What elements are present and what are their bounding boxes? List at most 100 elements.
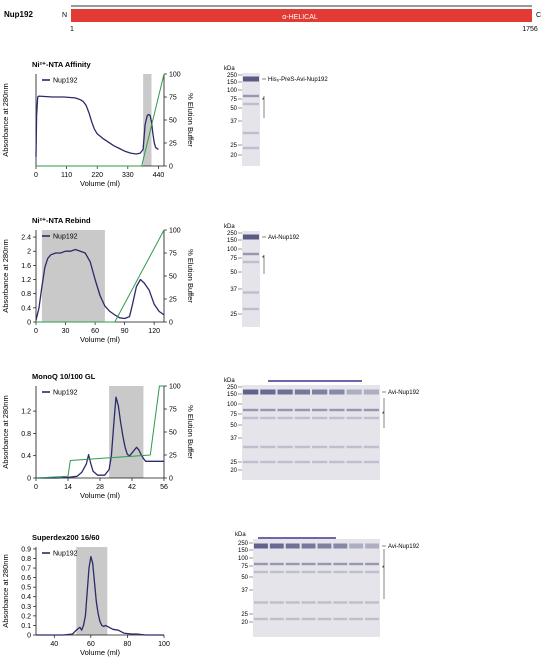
kda-header: kDa — [224, 66, 235, 72]
minor-band — [329, 416, 345, 420]
minor-band — [243, 416, 259, 420]
marker-label: 25 — [241, 612, 248, 618]
kda-header: kDa — [224, 378, 235, 384]
protein-band — [317, 543, 332, 549]
y-axis-label: Absorbance at 280nm — [1, 395, 10, 468]
minor-band — [317, 562, 332, 566]
marker-label: 150 — [227, 80, 238, 86]
y-tick-label: 0.4 — [21, 305, 31, 312]
minor-band — [329, 408, 345, 412]
chart-4: Superdex200 16/60 40 60 80 100 Volume (ml) 0 0.… — [1, 533, 170, 657]
degradation-star: * — [382, 566, 385, 572]
x-tick-label: 330 — [122, 172, 134, 179]
chart-3: MonoQ 10/100 GL 0 14 28 42 56 Volume (ml) 0 0.4 0… — [1, 372, 195, 500]
marker-label: 25 — [230, 312, 237, 318]
minor-band — [349, 570, 364, 574]
marker-label: 150 — [238, 548, 249, 554]
minor-band — [243, 307, 259, 311]
y2-tick-label: 25 — [169, 297, 177, 304]
chart-title: Ni²⁺-NTA Rebind — [32, 216, 91, 225]
y-axis-label: Absorbance at 280nm — [1, 239, 10, 312]
y2-tick-label: 0 — [169, 476, 173, 483]
minor-band — [294, 408, 310, 412]
protein-band — [260, 389, 276, 395]
minor-band — [346, 416, 362, 420]
legend-label: Nup192 — [53, 390, 78, 397]
x-axis-label: Volume (ml) — [80, 179, 121, 188]
y-tick-label: 0.3 — [21, 604, 31, 611]
marker-label: 50 — [230, 270, 237, 276]
protein-band — [254, 543, 268, 549]
x-tick-label: 30 — [62, 328, 70, 335]
absorbance-trace — [35, 95, 159, 157]
minor-band — [346, 460, 362, 464]
y-tick-label: 0.2 — [21, 613, 31, 620]
minor-band — [243, 131, 259, 135]
minor-band — [243, 94, 259, 98]
x-tick-label: 56 — [160, 484, 168, 491]
y2-axis-label: % Elution Buffer — [186, 93, 195, 147]
y-tick-label: 0.5 — [21, 585, 31, 592]
y2-axis-label: % Elution Buffer — [186, 249, 195, 303]
y-tick-label: 1.2 — [21, 409, 31, 416]
x-axis-label: Volume (ml) — [80, 335, 121, 344]
minor-band — [363, 445, 379, 449]
x-tick-label: 440 — [153, 172, 165, 179]
minor-band — [346, 408, 362, 412]
y-tick-label: 2 — [27, 249, 31, 256]
elution-gradient-line — [35, 385, 164, 479]
minor-band — [285, 601, 300, 604]
kda-header: kDa — [235, 532, 246, 538]
marker-label: 37 — [241, 588, 248, 594]
protein-band — [349, 543, 364, 549]
protein-band — [243, 389, 259, 395]
minor-band — [243, 445, 259, 449]
minor-band — [294, 445, 310, 449]
x-tick-label: 60 — [87, 641, 95, 648]
x-tick-label: 90 — [121, 328, 129, 335]
y-tick-label: 0.7 — [21, 566, 31, 573]
n-terminus-label: N — [62, 12, 67, 19]
chart-1: Ni²⁺-NTA Affinity 0 110 220 330 440 Volume (ml… — [1, 60, 195, 188]
marker-label: 20 — [230, 468, 237, 474]
minor-band — [312, 416, 328, 420]
minor-band — [301, 601, 316, 604]
protein-band — [301, 543, 316, 549]
minor-band — [260, 460, 276, 464]
minor-band — [260, 408, 276, 412]
x-tick-label: 110 — [61, 172, 72, 179]
minor-band — [365, 562, 379, 566]
minor-band — [365, 617, 379, 621]
marker-label: 37 — [230, 119, 237, 125]
minor-band — [333, 617, 348, 621]
minor-band — [317, 601, 332, 604]
absorbance-trace — [36, 555, 164, 636]
marker-label: 250 — [227, 385, 238, 391]
y2-tick-label: 75 — [169, 251, 177, 258]
marker-label: 250 — [238, 541, 249, 547]
minor-band — [333, 562, 348, 566]
marker-label: 100 — [227, 247, 238, 253]
legend-label: Nup192 — [53, 234, 78, 241]
x-axis-label: Volume (ml) — [80, 648, 121, 657]
gel-background — [253, 539, 380, 637]
y-tick-label: 0 — [27, 633, 31, 640]
minor-band — [312, 408, 328, 412]
y-tick-label: 1.2 — [21, 277, 31, 284]
minor-band — [254, 562, 268, 566]
x-tick-label: 220 — [91, 172, 103, 179]
degradation-star: * — [262, 256, 265, 262]
y2-tick-label: 75 — [169, 95, 177, 102]
minor-band — [254, 601, 268, 604]
y2-tick-label: 100 — [169, 72, 181, 79]
marker-label: 75 — [230, 97, 237, 103]
minor-band — [254, 617, 268, 621]
y-tick-label: 0.4 — [21, 453, 31, 460]
minor-band — [365, 601, 379, 604]
minor-band — [365, 570, 379, 574]
shaded-fraction-region — [41, 230, 105, 322]
minor-band — [285, 562, 300, 566]
